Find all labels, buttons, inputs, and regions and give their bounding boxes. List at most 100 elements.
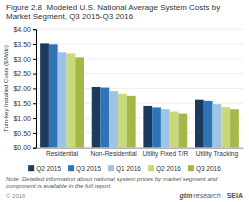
bar (143, 106, 152, 148)
x-tick-label: Residential (46, 150, 79, 157)
y-tick: $2.50 (13, 70, 36, 77)
legend-label: Q3 2016 (196, 165, 221, 173)
bar (101, 88, 110, 148)
text-line: Utility Fixed T/R (142, 150, 188, 158)
bar (178, 114, 187, 148)
bar (230, 109, 239, 148)
bar (204, 101, 213, 148)
y-tick-label: $1.00 (13, 115, 31, 122)
text-line: component is available in the full repor… (6, 183, 112, 189)
x-tick-label: Utility Fixed T/R (142, 150, 188, 158)
bar-series (49, 44, 213, 147)
legend-item: Q3 2015 (68, 165, 101, 173)
y-tick-mark (33, 133, 36, 134)
grid (36, 29, 243, 148)
x-tick-label: Utility Tracking (196, 150, 239, 158)
x-tick-label: Non-Residential (91, 150, 138, 157)
legend-label: Q3 2015 (76, 165, 101, 173)
bar (213, 104, 222, 148)
logo-text: research (193, 192, 220, 199)
chart: © 2016 SEIA researchgtm Note: Detailed info… (0, 0, 249, 202)
title: Figure 2.8 Modeled U.S. National Average… (6, 3, 220, 21)
x-axis: Residential Non-Residential Utility Fixed … (37, 148, 244, 158)
bar (195, 100, 204, 148)
bar (170, 112, 179, 148)
y-tick-mark (33, 29, 36, 30)
bar (109, 91, 118, 148)
x-tick: Non-Residential (91, 150, 138, 157)
legend-label: Q2 2015 (36, 165, 61, 173)
legend-swatch (108, 165, 114, 171)
y-tick-label: $4.00 (13, 26, 31, 33)
y-tick-mark (33, 103, 36, 104)
text-line: Residential (46, 150, 79, 157)
bar-series (75, 57, 239, 147)
bars (40, 43, 239, 147)
legend-swatch (188, 165, 194, 171)
y-tick: $1.50 (13, 100, 36, 107)
text-line: Note: Detailed information about nationa… (6, 176, 218, 182)
footer: © 2016 (6, 193, 26, 199)
legend-swatch (148, 165, 154, 171)
legend-swatch (68, 165, 74, 171)
legend-label: Q2 2016 (156, 165, 181, 173)
legend-item: Q2 2016 (148, 165, 181, 173)
legend-item: Q2 2015 (28, 165, 61, 173)
x-axis-line (37, 148, 244, 149)
text-line: Utility Tracking (196, 150, 239, 158)
y-tick-mark (33, 59, 36, 60)
logo-text: gtm (179, 192, 193, 200)
y-tick-label: $3.00 (13, 56, 31, 63)
y-tick: $3.00 (13, 56, 36, 63)
bar-series (66, 53, 230, 147)
bar (118, 94, 127, 148)
y-tick-label: $2.00 (13, 85, 31, 92)
text-line: Figure 2.8 Modeled U.S. National Average… (6, 3, 220, 12)
text-line: Market Segment, Q3 2015-Q3 2016 (6, 12, 134, 21)
y-tick: $1.00 (13, 115, 36, 122)
legend-item: Q1 2016 (108, 165, 141, 173)
bar-series (58, 52, 222, 147)
bar (75, 57, 84, 147)
text-line: Non-Residential (91, 150, 138, 157)
y-axis-title: Turn-key Installed Costs ($/Wdc) (3, 45, 9, 132)
y-tick-label: $2.50 (13, 70, 31, 77)
y-tick: $3.50 (13, 41, 36, 48)
y-tick-label: $0.00 (13, 144, 31, 151)
y-tick: $0.50 (13, 130, 36, 137)
legend-swatch (28, 165, 34, 171)
bar (152, 107, 161, 147)
legend: Q2 2015 Q3 2015 Q1 2016 Q2 2016 Q3 2016 (28, 165, 221, 173)
bar (221, 107, 230, 148)
y-tick-mark (33, 44, 36, 45)
legend-label: Q1 2016 (116, 165, 141, 173)
grid-line (36, 29, 243, 30)
y-tick: $0.00 (13, 144, 36, 151)
bar (66, 53, 75, 147)
y-tick: $2.00 (13, 85, 36, 92)
bar (49, 44, 58, 147)
y-axis-line (33, 30, 37, 149)
legend-item: Q3 2016 (188, 165, 221, 173)
y-axis: $0.00 $0.50 $1.00 $1.50 $2.00 $2.50 $3.00 $3.50… (13, 26, 36, 152)
bar (40, 43, 49, 147)
bar (161, 109, 170, 148)
note: Note: Detailed information about nationa… (6, 176, 218, 189)
y-tick-mark (33, 148, 36, 149)
x-tick: Residential (46, 150, 79, 157)
y-tick: $4.00 (13, 26, 36, 33)
bar (92, 87, 101, 148)
y-tick-mark (33, 74, 36, 75)
bar-series (40, 43, 204, 147)
y-tick-mark (33, 88, 36, 89)
y-tick-label: $1.50 (13, 100, 31, 107)
y-tick-label: $3.50 (13, 41, 31, 48)
logo-text: SEIA (227, 192, 243, 199)
grid-line (36, 44, 243, 45)
y-tick-mark (33, 118, 36, 119)
bar (127, 96, 136, 148)
bar (58, 52, 67, 147)
y-tick-label: $0.50 (13, 130, 31, 137)
x-tick: Utility Fixed T/R (142, 150, 188, 158)
x-tick: Utility Tracking (196, 150, 239, 158)
